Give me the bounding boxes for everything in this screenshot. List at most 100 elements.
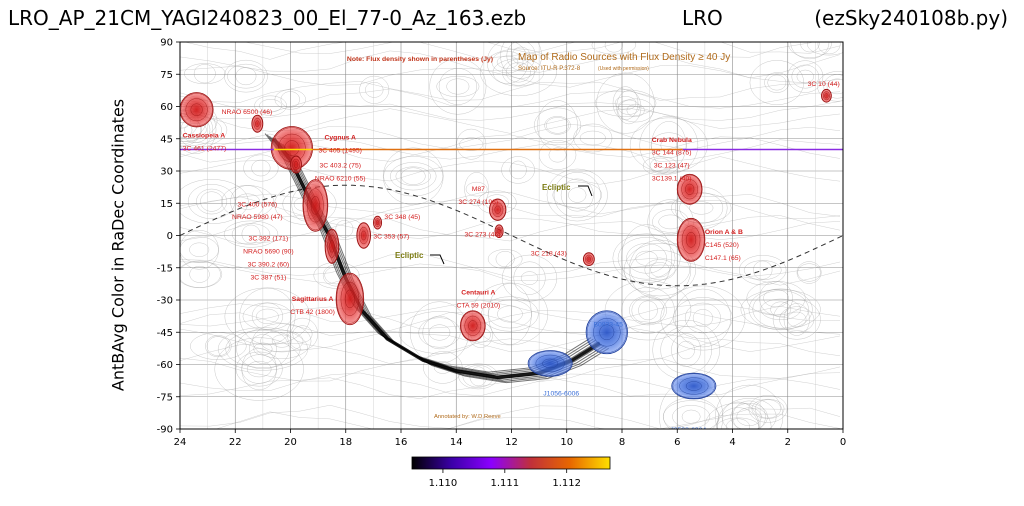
radio-source-ring [336, 274, 364, 324]
radio-source-ring [356, 222, 371, 249]
radio-source-ring [492, 202, 504, 217]
ecliptic-label: Ecliptic [542, 183, 571, 192]
x-tick-label: 4 [729, 437, 735, 448]
contour-ring [292, 325, 313, 343]
contour-ring [621, 224, 672, 293]
contour-line [180, 327, 841, 352]
contour-ring [730, 403, 768, 429]
radio-source-ring [593, 318, 621, 347]
contour-ring [502, 59, 535, 86]
radio-source-ring [528, 350, 572, 376]
contour-ring [716, 401, 760, 429]
contour-ring [254, 95, 287, 116]
contour-ring [545, 117, 570, 134]
radio-source-ring [255, 120, 260, 127]
source-label: Crab Nebula [652, 137, 692, 144]
contour-ring [614, 96, 637, 111]
contour-ring [796, 261, 822, 284]
source-label: CTB 42 (1800) [290, 309, 335, 316]
contour-ring [772, 299, 821, 340]
contour-ring [335, 220, 354, 238]
contour-ring [286, 317, 319, 351]
x-tick-label: 0 [840, 437, 846, 448]
contour-line [180, 311, 841, 336]
contour-ring [738, 255, 787, 286]
contour-ring [764, 72, 790, 93]
radio-source-ring [585, 254, 593, 264]
contour-ring [638, 300, 658, 321]
source-label: NRAO 6210 (55) [315, 175, 366, 182]
radio-source-ring [586, 311, 627, 353]
contour-ring [501, 156, 535, 184]
source-label: 3C 461 (2477) [183, 145, 226, 152]
x-tick-label: 6 [674, 437, 680, 448]
radio-source-ring [496, 226, 503, 236]
contour-ring [807, 42, 843, 56]
contour-line [180, 372, 841, 397]
contour-ring [604, 280, 692, 341]
contour-ring [464, 172, 489, 207]
contour-ring [260, 329, 304, 353]
radio-source-red [324, 228, 340, 264]
contour-ring [612, 233, 681, 284]
chart-title-file: LRO_AP_21CM_YAGI240823_00_El_77-0_Az_163… [8, 6, 527, 30]
contour-ring [446, 78, 470, 95]
radio-source-red [335, 272, 365, 326]
source-label: NRAO 5690 (90) [243, 249, 294, 256]
radio-source-blue [671, 372, 717, 400]
x-tick-label: 2 [785, 437, 791, 448]
contour-ring [689, 201, 714, 215]
radio-source-blue [585, 310, 628, 355]
contour-ring [826, 78, 843, 95]
contour-ring [488, 283, 532, 345]
source-label: C145 (520) [705, 242, 739, 249]
y-axis-ticks: 90 75 60 45 30 15 0 -15 -30 -45 -60 -75 -90 [157, 38, 180, 436]
contour-line [180, 133, 841, 162]
contour-ring [180, 179, 249, 225]
contour-ring [456, 128, 487, 160]
contour-ring [692, 309, 713, 327]
radio-source-ring [190, 103, 203, 116]
contour-ring [520, 271, 539, 285]
contour-ring [544, 116, 571, 135]
source-label: 3C 273 (46) [465, 231, 501, 238]
radio-source-red [290, 155, 302, 174]
contour-ring [429, 58, 487, 115]
contour-line [180, 338, 841, 364]
contour-ring [800, 42, 820, 53]
source-label: 3C 403.2 (75) [319, 163, 361, 170]
contour-line [180, 108, 841, 134]
contour-ring [612, 86, 639, 120]
overlay-title: Map of Radio Sources with Flux Density ≥… [518, 52, 730, 63]
contour-ring [721, 398, 777, 429]
source-label: B0833-45 [593, 322, 623, 329]
contour-ring [180, 122, 193, 138]
y-tick-label: -60 [157, 360, 173, 371]
source-label: 3C 123 (47) [654, 163, 690, 170]
radio-source-ring [340, 281, 360, 316]
radio-source-red [356, 222, 372, 249]
contour-ring [573, 123, 613, 153]
contour-ring [227, 63, 265, 89]
ecliptic-line [180, 184, 843, 287]
contour-ring [746, 280, 806, 316]
contour-ring [674, 288, 732, 348]
contour-line [180, 404, 841, 429]
contour-ring [214, 337, 304, 401]
radio-source-ring [542, 358, 559, 369]
radio-source-ring [185, 98, 208, 122]
contour-ring [506, 42, 536, 71]
contour-ring [617, 237, 676, 280]
contour-ring [579, 130, 606, 146]
radio-source-ring [685, 232, 697, 248]
contour-ring [617, 98, 654, 123]
chart-title-script: (ezSky240108b.py) [814, 6, 1008, 30]
radio-source-ring [284, 140, 300, 156]
contour-ring [221, 185, 274, 219]
radio-source-ring [681, 225, 701, 255]
contour-ring [180, 260, 223, 289]
x-tick-label: 20 [284, 437, 297, 448]
contour-ring [500, 42, 542, 79]
contour-line [180, 156, 841, 185]
